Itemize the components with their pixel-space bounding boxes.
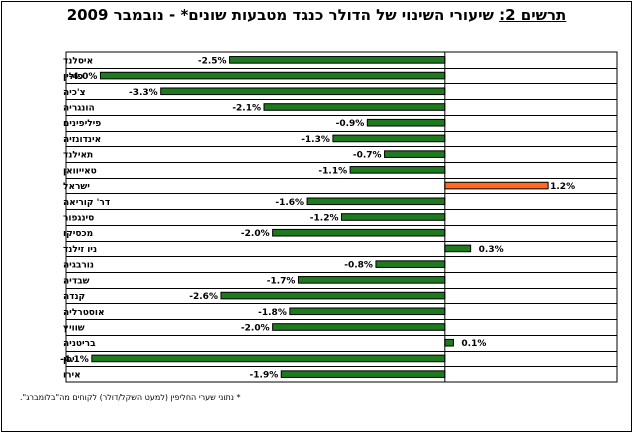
category-label-20: יפן <box>63 355 75 365</box>
bar-3 <box>160 87 446 96</box>
data-label-4: -2.1% <box>232 104 261 114</box>
category-label-10: דר' קוריאה <box>63 198 110 208</box>
data-label-13: 0.3% <box>479 245 504 255</box>
data-label-17: -1.8% <box>258 308 287 318</box>
data-label-10: -1.6% <box>275 198 304 208</box>
category-label-9: ישראל <box>63 182 90 192</box>
chart-title: תרשים 2: שיעורי השינוי של הדולר כנגד מטב… <box>0 6 633 24</box>
category-label-18: שוויץ <box>63 324 85 334</box>
data-label-9: 1.2% <box>550 182 575 192</box>
bar-11 <box>341 213 446 221</box>
category-label-4: הונגריה <box>63 104 95 114</box>
bar-2 <box>99 71 446 80</box>
chart-footnote: * נתוני שערי החליפין (למעט השקל/דולר) לק… <box>20 393 241 402</box>
category-label-2: פולין <box>63 72 83 82</box>
data-label-8: -1.1% <box>318 166 347 176</box>
data-label-19: 0.1% <box>461 339 486 349</box>
data-label-21: -1.9% <box>250 371 279 381</box>
data-label-16: -2.6% <box>189 292 218 302</box>
bar-15 <box>297 276 446 284</box>
bar-5 <box>366 118 446 127</box>
bar-21 <box>280 370 446 378</box>
bar-14 <box>375 260 446 268</box>
bar-16 <box>220 291 446 300</box>
bar-8 <box>349 166 446 174</box>
bar-7 <box>384 150 446 158</box>
category-label-17: אוסטרליה <box>63 308 105 318</box>
category-label-15: שבדיה <box>63 276 90 286</box>
category-label-6: אינדונזיה <box>63 135 101 145</box>
category-label-1: איסלנד <box>63 56 93 66</box>
data-label-20: -4.1% <box>60 355 89 365</box>
data-label-3: -3.3% <box>129 88 158 98</box>
data-label-2: -4.0% <box>69 72 98 82</box>
category-label-16: קנדה <box>63 292 85 302</box>
bar-18 <box>272 323 446 331</box>
data-label-7: -0.7% <box>353 151 382 161</box>
category-label-13: ניו זילנד <box>63 245 97 255</box>
chart-title-text: שיעורי השינוי של הדולר כנגד מטבעות שונים… <box>66 6 494 24</box>
category-label-11: סינגפור <box>63 214 94 224</box>
chart-title-prefix: תרשים 2: <box>499 6 567 24</box>
bar-9 <box>444 181 549 190</box>
category-label-5: פיליפינים <box>63 119 101 129</box>
data-label-1: -2.5% <box>198 56 227 66</box>
data-label-6: -1.3% <box>301 135 330 145</box>
category-label-8: טאייוואן <box>63 166 97 176</box>
category-label-14: נורבגיה <box>63 261 94 271</box>
bar-10 <box>306 197 446 206</box>
data-label-15: -1.7% <box>267 276 296 286</box>
category-label-21: אירו <box>63 371 81 381</box>
category-label-3: צ'כיה <box>63 88 86 98</box>
data-label-12: -2.0% <box>241 229 270 239</box>
data-label-5: -0.9% <box>336 119 365 129</box>
bar-4 <box>263 103 446 111</box>
bar-19 <box>444 338 454 347</box>
category-label-19: בריטניה <box>63 339 96 349</box>
data-label-18: -2.0% <box>241 324 270 334</box>
data-label-11: -1.2% <box>310 214 339 224</box>
bar-13 <box>444 244 472 253</box>
data-label-14: -0.8% <box>344 261 373 271</box>
category-label-12: מכסיקו <box>63 229 93 239</box>
bar-6 <box>332 134 446 143</box>
bar-1 <box>229 56 446 64</box>
bar-20 <box>91 354 446 363</box>
bar-17 <box>289 307 446 316</box>
bar-12 <box>272 228 446 237</box>
category-label-7: תאילנד <box>63 151 93 161</box>
